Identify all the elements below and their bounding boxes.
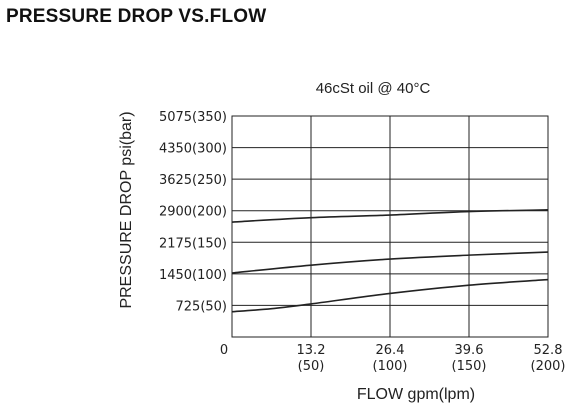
y-tick-label-6: 5075(350) [159, 110, 227, 125]
x-tick-labels: 0 13.2(50) 26.4(100) 39.6(150) 52.8(200) [220, 343, 566, 374]
y-tick-label-0: 725(50) [176, 299, 228, 314]
x-tick-label-1: 13.2 [297, 343, 326, 358]
y-tick-label-4: 3625(250) [159, 173, 227, 188]
x-tick-sublabel-2: (100) [373, 359, 408, 374]
x-tick-label-3: 39.6 [455, 343, 484, 358]
y-tick-label-3: 2900(200) [159, 205, 227, 220]
series-line-2 [231, 251, 549, 274]
page-title: PRESSURE DROP VS.FLOW [6, 6, 267, 27]
y-tick-label-2: 2175(150) [159, 236, 227, 251]
y-tick-label-5: 4350(300) [159, 142, 227, 157]
series-line-3 [231, 278, 549, 313]
x-tick-sublabel-3: (150) [452, 359, 487, 374]
x-tick-sublabel-4: (200) [531, 359, 566, 374]
series-lines [231, 209, 549, 313]
y-tick-label-1: 1450(100) [159, 268, 227, 283]
plot-frame [231, 115, 549, 338]
x-tick-label-4: 52.8 [534, 343, 563, 358]
x-tick-sublabel-1: (50) [298, 359, 325, 374]
x-tick-label-2: 26.4 [376, 343, 405, 358]
y-tick-labels: 725(50) 1450(100) 2175(150) 2900(200) 3625(2… [159, 110, 227, 314]
y-axis-label: PRESSURE DROP psi(bar) [118, 111, 135, 308]
chart-subtitle: 46cSt oil @ 40°C [316, 80, 431, 97]
x-axis-label: FLOW gpm(lpm) [357, 386, 475, 403]
series-line-1 [231, 209, 549, 223]
grid [232, 116, 548, 337]
x-tick-label-0: 0 [220, 343, 228, 358]
